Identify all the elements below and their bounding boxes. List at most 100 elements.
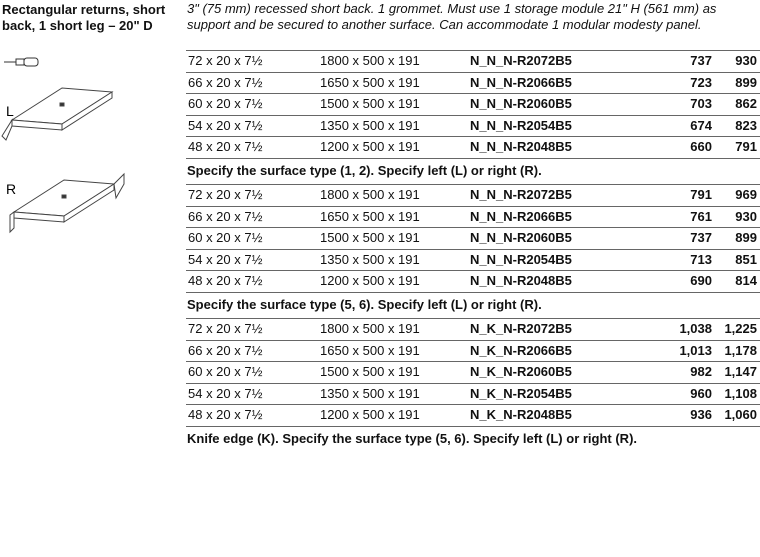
imperial-size: 72 x 20 x 7½ bbox=[188, 187, 263, 202]
metric-size: 1650 x 500 x 191 bbox=[320, 74, 420, 90]
metric-size: 1800 x 500 x 191 bbox=[320, 53, 420, 68]
imperial-size: 60 x 20 x 7½ bbox=[188, 364, 263, 379]
rule bbox=[186, 136, 760, 137]
rule bbox=[186, 71, 760, 73]
price: 1,013 bbox=[679, 342, 712, 358]
price: 761 bbox=[690, 208, 712, 224]
product-title: Rectangular returns, short back, 1 short… bbox=[2, 2, 166, 33]
rule bbox=[186, 318, 760, 319]
product-code: N_N_N-R2054B5 bbox=[470, 251, 572, 267]
rule bbox=[186, 291, 760, 293]
price: 660 bbox=[690, 139, 712, 154]
price: 1,178 bbox=[724, 342, 757, 358]
price: 899 bbox=[735, 74, 757, 90]
product-code: N_N_N-R2072B5 bbox=[470, 53, 572, 68]
product-code: N_N_N-R2048B5 bbox=[470, 273, 572, 288]
rule bbox=[186, 184, 760, 185]
product-icons: L R bbox=[1, 57, 125, 234]
imperial-size: 66 x 20 x 7½ bbox=[188, 342, 263, 358]
price: 713 bbox=[690, 251, 712, 267]
price: 737 bbox=[690, 53, 712, 68]
product-code: N_N_N-R2048B5 bbox=[470, 139, 572, 154]
metric-size: 1500 x 500 x 191 bbox=[320, 364, 420, 379]
product-code: N_N_N-R2072B5 bbox=[470, 187, 572, 202]
rule bbox=[186, 50, 760, 51]
product-code: N_K_N-R2066B5 bbox=[470, 342, 572, 358]
price: 930 bbox=[735, 208, 757, 224]
rule bbox=[186, 248, 760, 250]
price: 823 bbox=[735, 117, 757, 133]
note: Knife edge (K). Specify the surface type… bbox=[187, 430, 638, 446]
rule bbox=[186, 205, 760, 207]
price: 1,060 bbox=[724, 407, 757, 422]
imperial-size: 54 x 20 x 7½ bbox=[188, 251, 263, 267]
rule bbox=[186, 114, 760, 116]
price: 791 bbox=[735, 139, 757, 154]
imperial-size: 72 x 20 x 7½ bbox=[188, 321, 263, 336]
screwdriver-icon bbox=[4, 57, 39, 67]
product-code: N_K_N-R2048B5 bbox=[470, 407, 572, 422]
price: 674 bbox=[690, 117, 712, 133]
metric-size: 1200 x 500 x 191 bbox=[320, 139, 420, 154]
product-code: N_K_N-R2060B5 bbox=[470, 364, 572, 379]
price: 791 bbox=[690, 187, 712, 202]
imperial-size: 48 x 20 x 7½ bbox=[188, 273, 263, 288]
rule bbox=[186, 361, 760, 362]
product-code: N_N_N-R2066B5 bbox=[470, 74, 572, 90]
price: 737 bbox=[690, 230, 712, 245]
price: 851 bbox=[735, 251, 757, 267]
metric-size: 1500 x 500 x 191 bbox=[320, 230, 420, 245]
price: 930 bbox=[735, 53, 757, 68]
price: 936 bbox=[690, 407, 712, 422]
description: 3" (75 mm) recessed short back. 1 gromme… bbox=[187, 1, 717, 32]
imperial-size: 60 x 20 x 7½ bbox=[188, 230, 263, 245]
metric-size: 1350 x 500 x 191 bbox=[320, 251, 420, 267]
imperial-size: 48 x 20 x 7½ bbox=[188, 139, 263, 154]
metric-size: 1350 x 500 x 191 bbox=[320, 117, 420, 133]
price: 982 bbox=[690, 364, 712, 379]
metric-size: 1650 x 500 x 191 bbox=[320, 208, 420, 224]
product-code: N_K_N-R2072B5 bbox=[470, 321, 572, 336]
metric-size: 1800 x 500 x 191 bbox=[320, 187, 420, 202]
note: Specify the surface type (5, 6). Specify… bbox=[187, 296, 542, 312]
rule bbox=[186, 425, 760, 427]
imperial-size: 66 x 20 x 7½ bbox=[188, 208, 263, 224]
product-code: N_K_N-R2054B5 bbox=[470, 385, 572, 401]
imperial-size: 60 x 20 x 7½ bbox=[188, 96, 263, 111]
desk-left-icon bbox=[1, 87, 114, 141]
product-code: N_N_N-R2060B5 bbox=[470, 96, 572, 111]
price: 1,225 bbox=[724, 321, 757, 336]
note: Specify the surface type (1, 2). Specify… bbox=[187, 162, 542, 178]
product-code: N_N_N-R2066B5 bbox=[470, 208, 572, 224]
price: 862 bbox=[735, 96, 757, 111]
side-label: L bbox=[6, 103, 14, 119]
rule bbox=[186, 157, 760, 159]
metric-size: 1350 x 500 x 191 bbox=[320, 385, 420, 401]
metric-size: 1200 x 500 x 191 bbox=[320, 407, 420, 422]
rule bbox=[186, 404, 760, 405]
price: 703 bbox=[690, 96, 712, 111]
rule bbox=[186, 93, 760, 94]
metric-size: 1500 x 500 x 191 bbox=[320, 96, 420, 111]
price: 1,108 bbox=[724, 385, 757, 401]
rule bbox=[186, 382, 760, 384]
rule bbox=[186, 339, 760, 341]
product-code: N_N_N-R2060B5 bbox=[470, 230, 572, 245]
imperial-size: 66 x 20 x 7½ bbox=[188, 74, 263, 90]
price: 1,038 bbox=[679, 321, 712, 336]
rule bbox=[186, 227, 760, 228]
imperial-size: 48 x 20 x 7½ bbox=[188, 407, 263, 422]
metric-size: 1650 x 500 x 191 bbox=[320, 342, 420, 358]
price: 1,147 bbox=[724, 364, 757, 379]
price: 690 bbox=[690, 273, 712, 288]
rule bbox=[186, 270, 760, 271]
metric-size: 1800 x 500 x 191 bbox=[320, 321, 420, 336]
side-label: R bbox=[6, 181, 16, 197]
desk-right-icon bbox=[9, 172, 125, 234]
imperial-size: 54 x 20 x 7½ bbox=[188, 117, 263, 133]
price: 814 bbox=[735, 273, 757, 288]
price: 899 bbox=[735, 230, 757, 245]
price: 723 bbox=[690, 74, 712, 90]
imperial-size: 54 x 20 x 7½ bbox=[188, 385, 263, 401]
